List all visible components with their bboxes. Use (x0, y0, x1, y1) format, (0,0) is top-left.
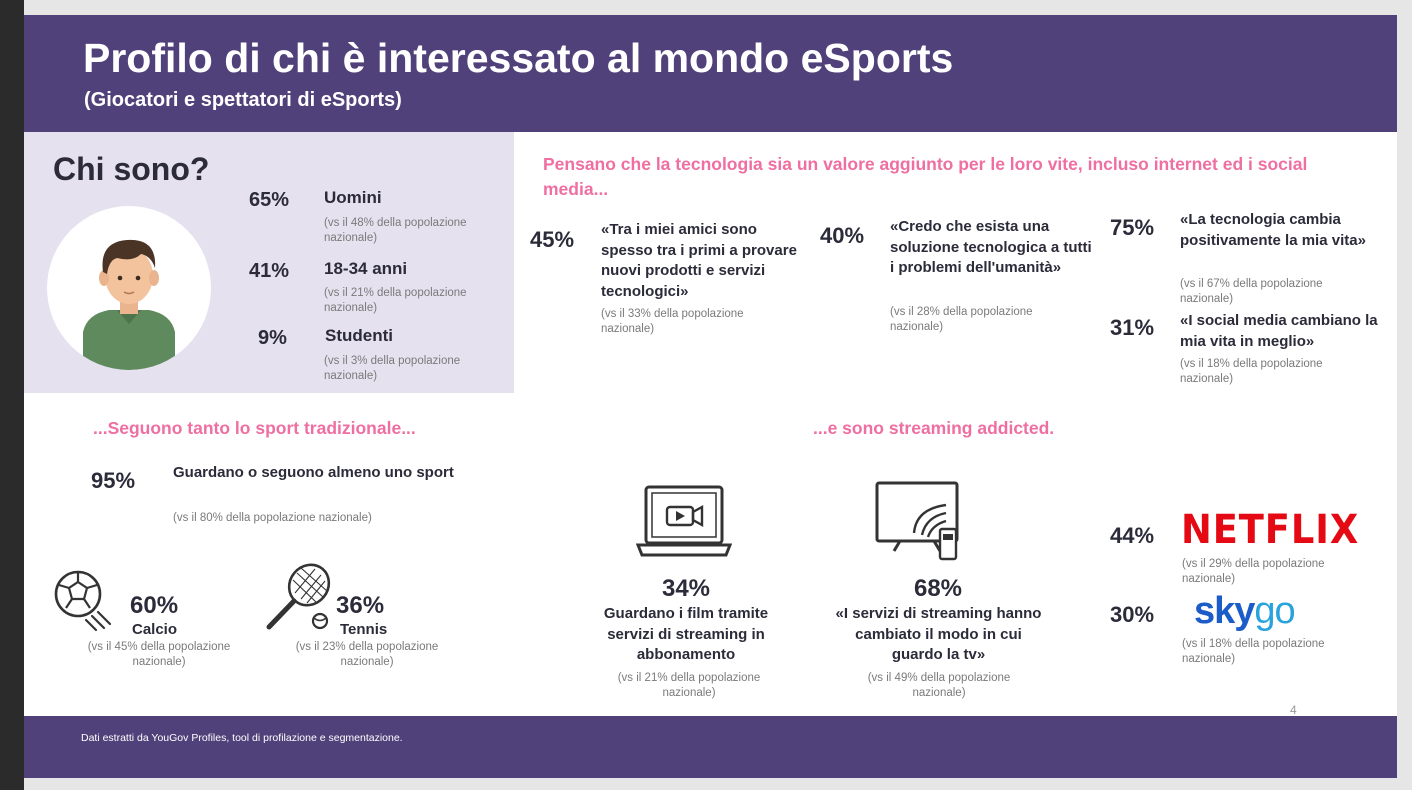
skygo-note: (vs il 18% della popolazione nazionale) (1182, 638, 1325, 665)
avatar-icon (47, 206, 211, 370)
window-frame-edge (0, 0, 24, 790)
stat-students-label: Studenti (325, 326, 393, 345)
tech-item-2-quote: «Credo che esista una soluzione tecnolog… (890, 218, 1092, 276)
streaming-film-label: Guardano i film tramite servizi di strea… (603, 605, 769, 663)
slide-subtitle: (Giocatori e spettatori di eSports) (84, 89, 402, 111)
who-heading: Chi sono? (53, 151, 210, 187)
sport-tennis-label: Tennis (340, 621, 388, 638)
slide-title: Profilo di chi è interessato al mondo eS… (83, 35, 954, 81)
tech-item-2-note: (vs il 28% della popolazione nazionale) (890, 306, 1033, 333)
stat-men-note: (vs il 48% della popolazione nazionale) (324, 217, 467, 244)
netflix-pct: 44% (1110, 523, 1155, 548)
tech-item-3-quote: «La tecnologia cambia positivamente la m… (1180, 211, 1366, 249)
streaming-film-pct: 34% (661, 575, 711, 602)
tech-item-1-note: (vs il 33% della popolazione nazionale) (601, 308, 744, 335)
streaming-tv-note: (vs il 49% della popolazione nazionale) (867, 672, 1011, 699)
laptop-video-icon (635, 483, 733, 559)
footer-source: Dati estratti da YouGov Profiles, tool d… (81, 732, 403, 744)
netflix-note: (vs il 29% della popolazione nazionale) (1182, 558, 1325, 585)
stat-students-note: (vs il 3% della popolazione nazionale) (324, 355, 461, 382)
sport-soccer-label: Calcio (132, 621, 178, 638)
sport-main-pct: 95% (91, 468, 136, 493)
sport-heading: ...Seguono tanto lo sport tradizionale..… (93, 418, 416, 438)
tv-streaming-icon (874, 479, 966, 565)
skygo-logo-sky: sky (1194, 590, 1255, 632)
streaming-film-note: (vs il 21% della popolazione nazionale) (617, 672, 761, 699)
skygo-logo: skygo (1194, 590, 1296, 633)
sport-soccer-pct: 60% (130, 592, 179, 619)
streaming-tv-pct: 68% (913, 575, 963, 602)
who-panel: Chi sono? 65% Uomini (vs il 48% della po… (24, 132, 514, 393)
stat-men-pct: 65% (249, 189, 290, 211)
tech-item-2-pct: 40% (820, 223, 865, 248)
tech-item-4-note: (vs il 18% della popolazione nazionale) (1180, 358, 1323, 385)
tech-heading: Pensano che la tecnologia sia un valore … (543, 154, 1308, 199)
sport-tennis-pct: 36% (336, 592, 385, 619)
streaming-heading: ...e sono streaming addicted. (813, 418, 1055, 438)
tech-item-4-quote: «I social media cambiano la mia vita in … (1180, 312, 1378, 350)
sport-main-label: Guardano o seguono almeno uno sport (173, 464, 454, 481)
netflix-logo: NETFLIX (1181, 507, 1360, 553)
tennis-racket-icon (257, 561, 339, 635)
tech-item-3-pct: 75% (1110, 215, 1155, 240)
sport-soccer-note: (vs il 45% della popolazione nazionale) (87, 641, 231, 668)
slide-header: Profilo di chi è interessato al mondo eS… (24, 15, 1397, 132)
skygo-logo-go: go (1254, 590, 1295, 632)
stat-age-pct: 41% (249, 260, 290, 282)
tech-item-4-pct: 31% (1110, 315, 1155, 340)
stat-age-label: 18-34 anni (324, 259, 408, 278)
slide-footer: Dati estratti da YouGov Profiles, tool d… (24, 716, 1397, 778)
tech-item-1-pct: 45% (530, 227, 575, 252)
page-number: 4 (1290, 703, 1297, 717)
tech-item-1-quote: «Tra i miei amici sono spesso tra i prim… (601, 221, 797, 300)
stat-men-label: Uomini (324, 188, 382, 207)
stat-age-note: (vs il 21% della popolazione nazionale) (324, 287, 467, 314)
sport-tennis-note: (vs il 23% della popolazione nazionale) (295, 641, 439, 668)
soccer-ball-icon (52, 568, 118, 634)
tech-item-3-note: (vs il 67% della popolazione nazionale) (1180, 278, 1323, 305)
sport-main-note: (vs il 80% della popolazione nazionale) (173, 512, 372, 524)
stat-students-pct: 9% (258, 327, 287, 349)
streaming-tv-label: «I servizi di streaming hanno cambiato i… (835, 605, 1042, 663)
skygo-pct: 30% (1110, 602, 1155, 627)
slide: Profilo di chi è interessato al mondo eS… (24, 15, 1397, 778)
